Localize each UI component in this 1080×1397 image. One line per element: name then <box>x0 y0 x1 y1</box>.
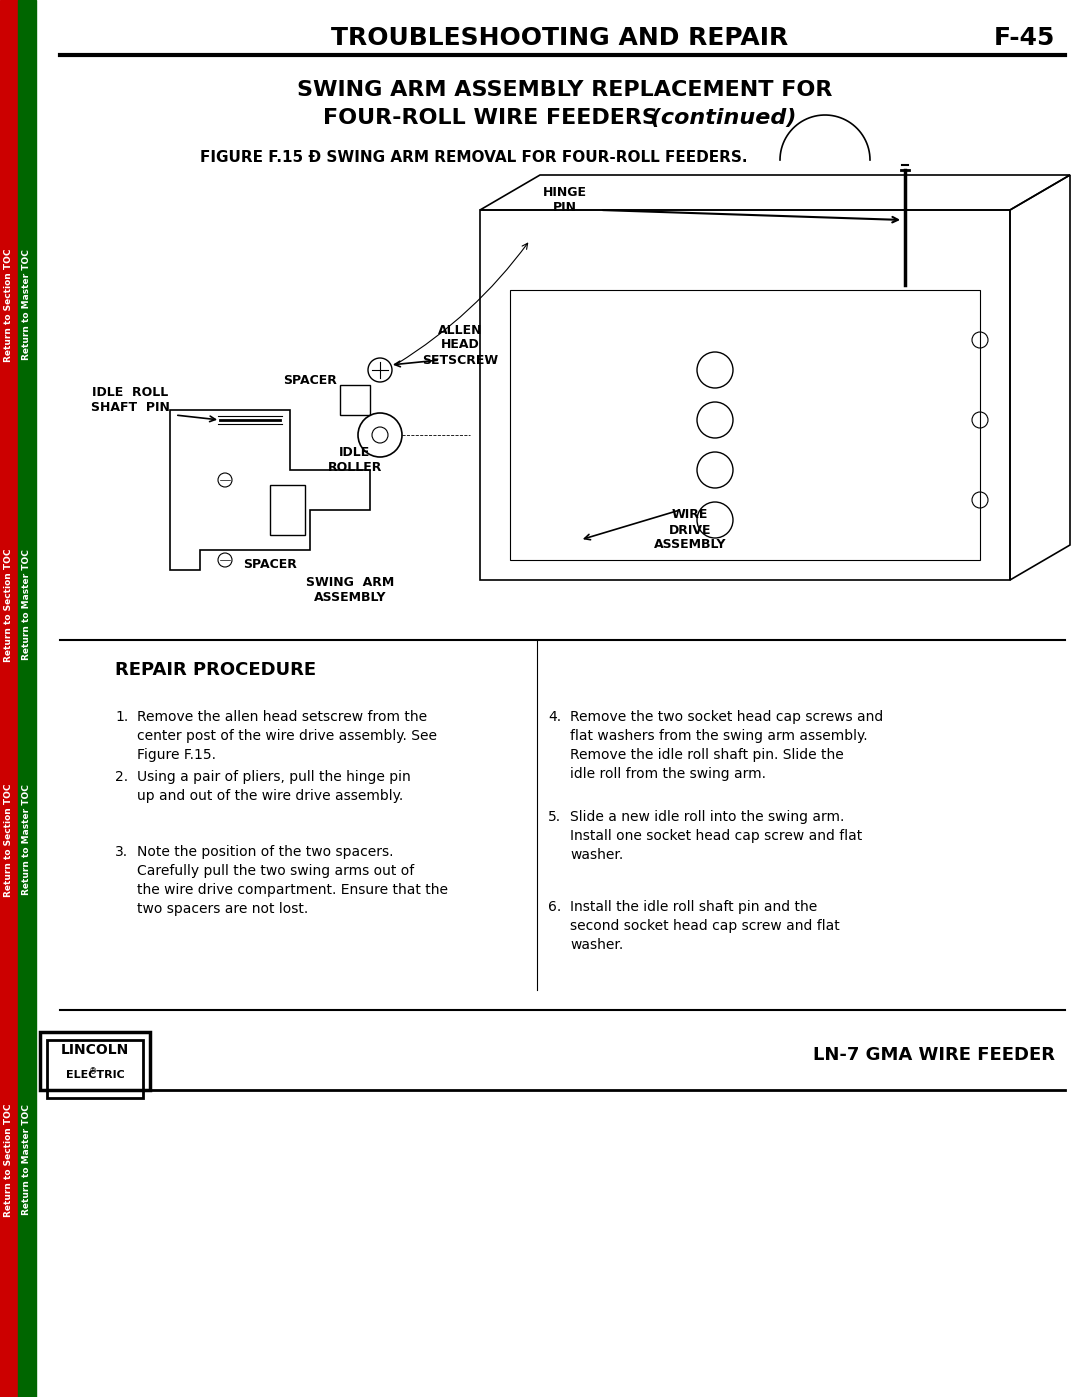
Text: ALLEN
HEAD
SETSCREW: ALLEN HEAD SETSCREW <box>422 324 498 366</box>
Text: Return to Section TOC: Return to Section TOC <box>4 249 14 362</box>
Bar <box>0 0 18 1397</box>
Text: ELECTRIC: ELECTRIC <box>66 1070 124 1080</box>
Text: Return to Master TOC: Return to Master TOC <box>23 785 31 895</box>
Text: 6.: 6. <box>548 900 562 914</box>
Bar <box>340 386 370 415</box>
Text: LN-7 GMA WIRE FEEDER: LN-7 GMA WIRE FEEDER <box>813 1046 1055 1065</box>
Text: LINCOLN: LINCOLN <box>60 1044 130 1058</box>
Text: SPACER: SPACER <box>243 559 297 571</box>
Text: Note the position of the two spacers.
Carefully pull the two swing arms out of
t: Note the position of the two spacers. Ca… <box>137 845 448 916</box>
Text: WIRE
DRIVE
ASSEMBLY: WIRE DRIVE ASSEMBLY <box>653 509 726 552</box>
Bar <box>18 0 36 1397</box>
Text: SWING ARM ASSEMBLY REPLACEMENT FOR: SWING ARM ASSEMBLY REPLACEMENT FOR <box>297 80 833 101</box>
Text: 4.: 4. <box>548 710 562 724</box>
Text: IDLE
ROLLER: IDLE ROLLER <box>328 446 382 474</box>
Text: Install the idle roll shaft pin and the
second socket head cap screw and flat
wa: Install the idle roll shaft pin and the … <box>570 900 840 951</box>
Text: (continued): (continued) <box>644 108 797 129</box>
Text: Remove the allen head setscrew from the
center post of the wire drive assembly. : Remove the allen head setscrew from the … <box>137 710 437 761</box>
Text: REPAIR PROCEDURE: REPAIR PROCEDURE <box>114 661 316 679</box>
Text: 1.: 1. <box>114 710 129 724</box>
Text: TROUBLESHOOTING AND REPAIR: TROUBLESHOOTING AND REPAIR <box>332 27 788 50</box>
Text: 5.: 5. <box>548 810 562 824</box>
Text: Return to Master TOC: Return to Master TOC <box>23 1105 31 1215</box>
Text: ®: ® <box>89 1067 97 1077</box>
Text: FIGURE F.15 Ð SWING ARM REMOVAL FOR FOUR-ROLL FEEDERS.: FIGURE F.15 Ð SWING ARM REMOVAL FOR FOUR… <box>200 151 747 165</box>
Text: Return to Section TOC: Return to Section TOC <box>4 1104 14 1217</box>
Text: Return to Section TOC: Return to Section TOC <box>4 548 14 662</box>
Bar <box>40 1032 150 1090</box>
Text: Slide a new idle roll into the swing arm.
Install one socket head cap screw and : Slide a new idle roll into the swing arm… <box>570 810 862 862</box>
Text: SPACER: SPACER <box>283 373 337 387</box>
Text: IDLE  ROLL
SHAFT  PIN: IDLE ROLL SHAFT PIN <box>91 386 170 414</box>
Text: Return to Master TOC: Return to Master TOC <box>23 250 31 360</box>
Bar <box>270 485 305 535</box>
Text: 3.: 3. <box>114 845 129 859</box>
Text: HINGE
PIN: HINGE PIN <box>543 186 588 214</box>
Text: Using a pair of pliers, pull the hinge pin
up and out of the wire drive assembly: Using a pair of pliers, pull the hinge p… <box>137 770 410 803</box>
Text: FOUR-ROLL WIRE FEEDERS: FOUR-ROLL WIRE FEEDERS <box>323 108 658 129</box>
Text: F-45: F-45 <box>994 27 1055 50</box>
Text: Return to Master TOC: Return to Master TOC <box>23 549 31 661</box>
Text: SWING  ARM
ASSEMBLY: SWING ARM ASSEMBLY <box>306 576 394 604</box>
Text: 2.: 2. <box>114 770 129 784</box>
Text: Return to Section TOC: Return to Section TOC <box>4 784 14 897</box>
Bar <box>510 291 980 560</box>
Text: Remove the two socket head cap screws and
flat washers from the swing arm assemb: Remove the two socket head cap screws an… <box>570 710 883 781</box>
Bar <box>48 1039 143 1098</box>
